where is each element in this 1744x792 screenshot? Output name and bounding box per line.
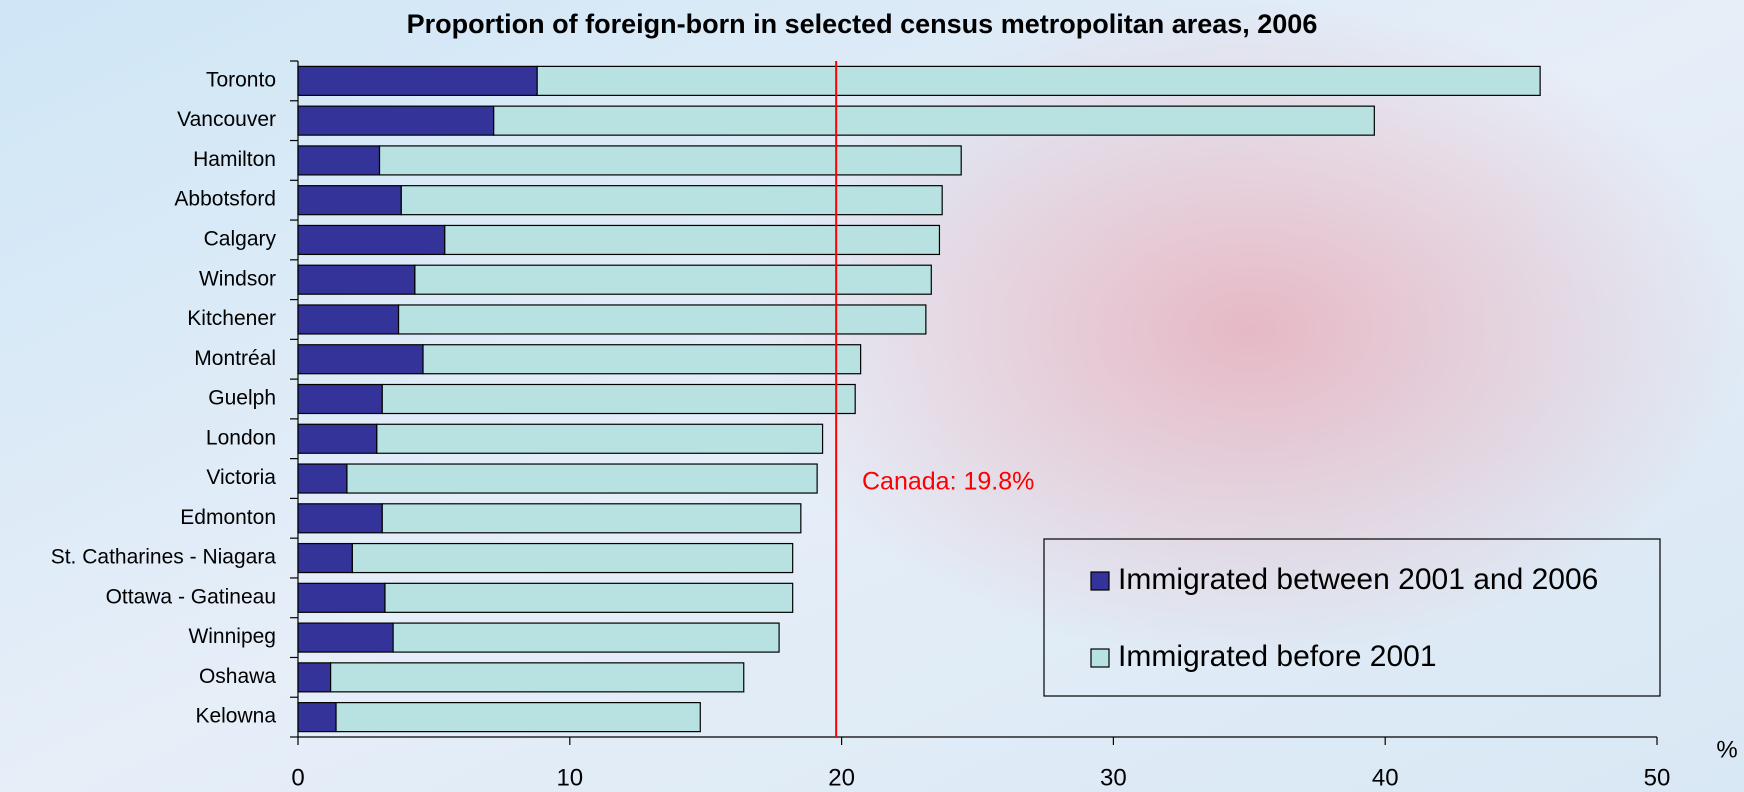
bar-segment	[298, 225, 445, 254]
bar-segment	[415, 265, 931, 294]
bar-segment	[298, 106, 494, 135]
x-tick-label: 10	[556, 764, 583, 791]
bar-segment	[494, 106, 1375, 135]
x-tick-label: 0	[291, 764, 304, 791]
y-tick-label: Ottawa - Gatineau	[106, 585, 276, 608]
legend-swatch	[1091, 572, 1109, 590]
bar-segment	[298, 703, 336, 732]
bar-segment	[298, 583, 385, 612]
bar-segment	[377, 424, 823, 453]
y-tick-label: Kitchener	[187, 307, 276, 330]
page: {"chart_data": {"type": "stacked-bar-hor…	[0, 0, 1744, 792]
y-tick-label: Guelph	[208, 387, 276, 410]
bar-segment	[385, 583, 793, 612]
bar-segment	[298, 623, 393, 652]
y-tick-label: Edmonton	[180, 506, 276, 529]
bar-segment	[382, 385, 855, 414]
bar-segment	[298, 66, 537, 95]
y-tick-label: Abbotsford	[174, 188, 276, 211]
bar-segment	[298, 504, 382, 533]
legend-label: Immigrated before 2001	[1118, 640, 1437, 673]
bar-segment	[298, 265, 415, 294]
y-tick-label: St. Catharines - Niagara	[51, 546, 277, 569]
bar-segment	[352, 544, 792, 573]
bar-segment	[298, 544, 352, 573]
y-tick-label: Winnipeg	[188, 625, 276, 648]
y-tick-label: Calgary	[204, 227, 277, 250]
chart-title: Proportion of foreign-born in selected c…	[407, 9, 1318, 39]
bar-segment	[298, 424, 377, 453]
y-tick-label: Oshawa	[199, 665, 276, 688]
x-tick-label: 40	[1372, 764, 1399, 791]
y-tick-label: Hamilton	[193, 148, 276, 171]
reference-label: Canada: 19.8%	[862, 468, 1034, 496]
bar-segment	[382, 504, 801, 533]
y-tick-label: Montréal	[194, 347, 276, 370]
bar-segment	[347, 464, 817, 493]
bar-segment	[298, 663, 331, 692]
y-tick-label: Toronto	[206, 68, 276, 91]
bar-segment	[399, 305, 926, 334]
y-tick-label: Victoria	[206, 466, 276, 489]
bar-segment	[298, 186, 401, 215]
bar-segment	[423, 345, 861, 374]
chart: Proportion of foreign-born in selected c…	[0, 0, 1744, 792]
y-tick-label: London	[206, 426, 276, 449]
bar-segment	[298, 464, 347, 493]
bar-segment	[331, 663, 744, 692]
legend-label: Immigrated between 2001 and 2006	[1118, 563, 1598, 596]
bar-segment	[298, 305, 399, 334]
x-tick-label: 20	[828, 764, 855, 791]
bar-segment	[298, 385, 382, 414]
bar-segment	[298, 146, 380, 175]
bar-segment	[401, 186, 942, 215]
x-tick-label: 30	[1100, 764, 1127, 791]
y-tick-label: Kelowna	[195, 705, 276, 728]
bar-segment	[336, 703, 700, 732]
x-tick-label: 50	[1644, 764, 1671, 791]
bar-segment	[393, 623, 779, 652]
bar-segment	[537, 66, 1540, 95]
x-axis-label: %	[1716, 736, 1737, 763]
legend-swatch	[1091, 649, 1109, 667]
bar-segment	[380, 146, 962, 175]
y-tick-label: Windsor	[199, 267, 276, 290]
bar-segment	[445, 225, 940, 254]
y-tick-label: Vancouver	[177, 108, 276, 131]
bar-segment	[298, 345, 423, 374]
